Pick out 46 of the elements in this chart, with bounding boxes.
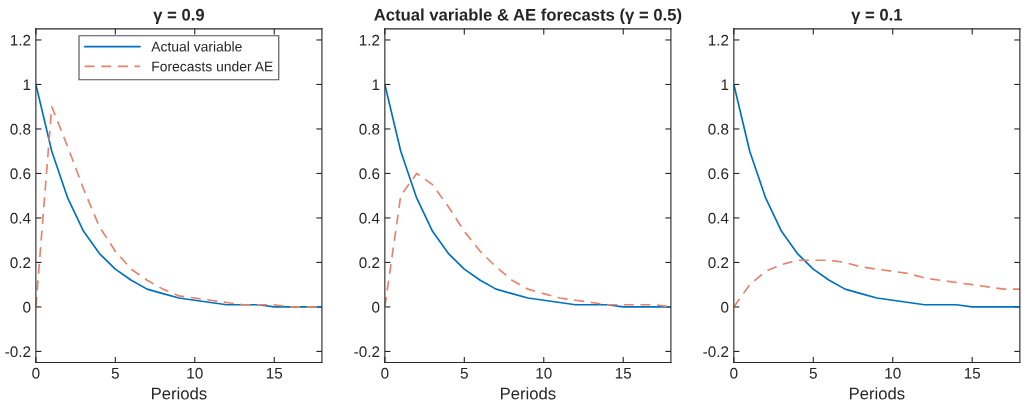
y-tick-label: 0 — [23, 301, 31, 313]
y-tick-label: 0.2 — [10, 257, 31, 269]
chart-title: γ = 0.1 — [851, 8, 903, 24]
legend-label: Actual variable — [151, 41, 242, 52]
chart-title: γ = 0.9 — [153, 8, 204, 24]
y-tick-label: 0.8 — [10, 123, 31, 135]
x-axis-title: Periods — [500, 387, 556, 400]
y-tick-label: 0.8 — [708, 123, 729, 135]
y-tick-label: 1.2 — [708, 34, 729, 46]
y-tick-label: 0.2 — [359, 257, 380, 269]
x-tick-label: 0 — [32, 367, 40, 379]
x-tick-label: 0 — [381, 367, 389, 379]
y-tick-label: 0.4 — [10, 212, 31, 224]
x-tick-label: 15 — [615, 367, 632, 379]
x-tick-label: 10 — [536, 367, 552, 379]
y-tick-label: 1.2 — [10, 34, 31, 46]
y-tick-label: 0 — [721, 301, 729, 313]
y-tick-label: 0.4 — [359, 212, 380, 224]
x-tick-label: 15 — [266, 367, 283, 379]
y-tick-label: 1 — [721, 79, 729, 90]
x-axis-title: Periods — [152, 387, 207, 400]
x-tick-label: 10 — [187, 367, 203, 379]
y-tick-label: 1 — [372, 79, 380, 90]
y-tick-label: -0.2 — [354, 346, 380, 358]
y-tick-label: 0.6 — [10, 168, 31, 180]
y-tick-label: 0.8 — [359, 123, 380, 135]
line-series — [733, 259, 1020, 308]
x-axis-title: Periods — [849, 387, 905, 400]
y-tick-label: 0.6 — [359, 168, 380, 180]
x-tick-label: 5 — [111, 367, 119, 379]
y-tick-label: -0.2 — [703, 346, 729, 358]
y-tick-label: 0.2 — [708, 257, 729, 269]
y-tick-label: 1.2 — [359, 34, 380, 46]
y-tick-label: 1 — [23, 79, 31, 90]
x-tick-label: 5 — [460, 367, 468, 379]
x-tick-label: 15 — [964, 367, 981, 379]
y-tick-label: -0.2 — [5, 346, 31, 358]
x-tick-label: 0 — [730, 367, 738, 379]
x-tick-label: 10 — [885, 367, 901, 379]
y-tick-label: 0 — [372, 301, 380, 313]
y-tick-label: 0.6 — [708, 168, 729, 180]
x-tick-label: 5 — [809, 367, 817, 379]
line-series — [733, 83, 1020, 308]
legend-label: Forecasts under AE — [152, 61, 273, 72]
y-tick-label: 0.4 — [708, 212, 729, 224]
chart-title: Actual variable & AE forecasts (γ = 0.5) — [374, 8, 682, 24]
